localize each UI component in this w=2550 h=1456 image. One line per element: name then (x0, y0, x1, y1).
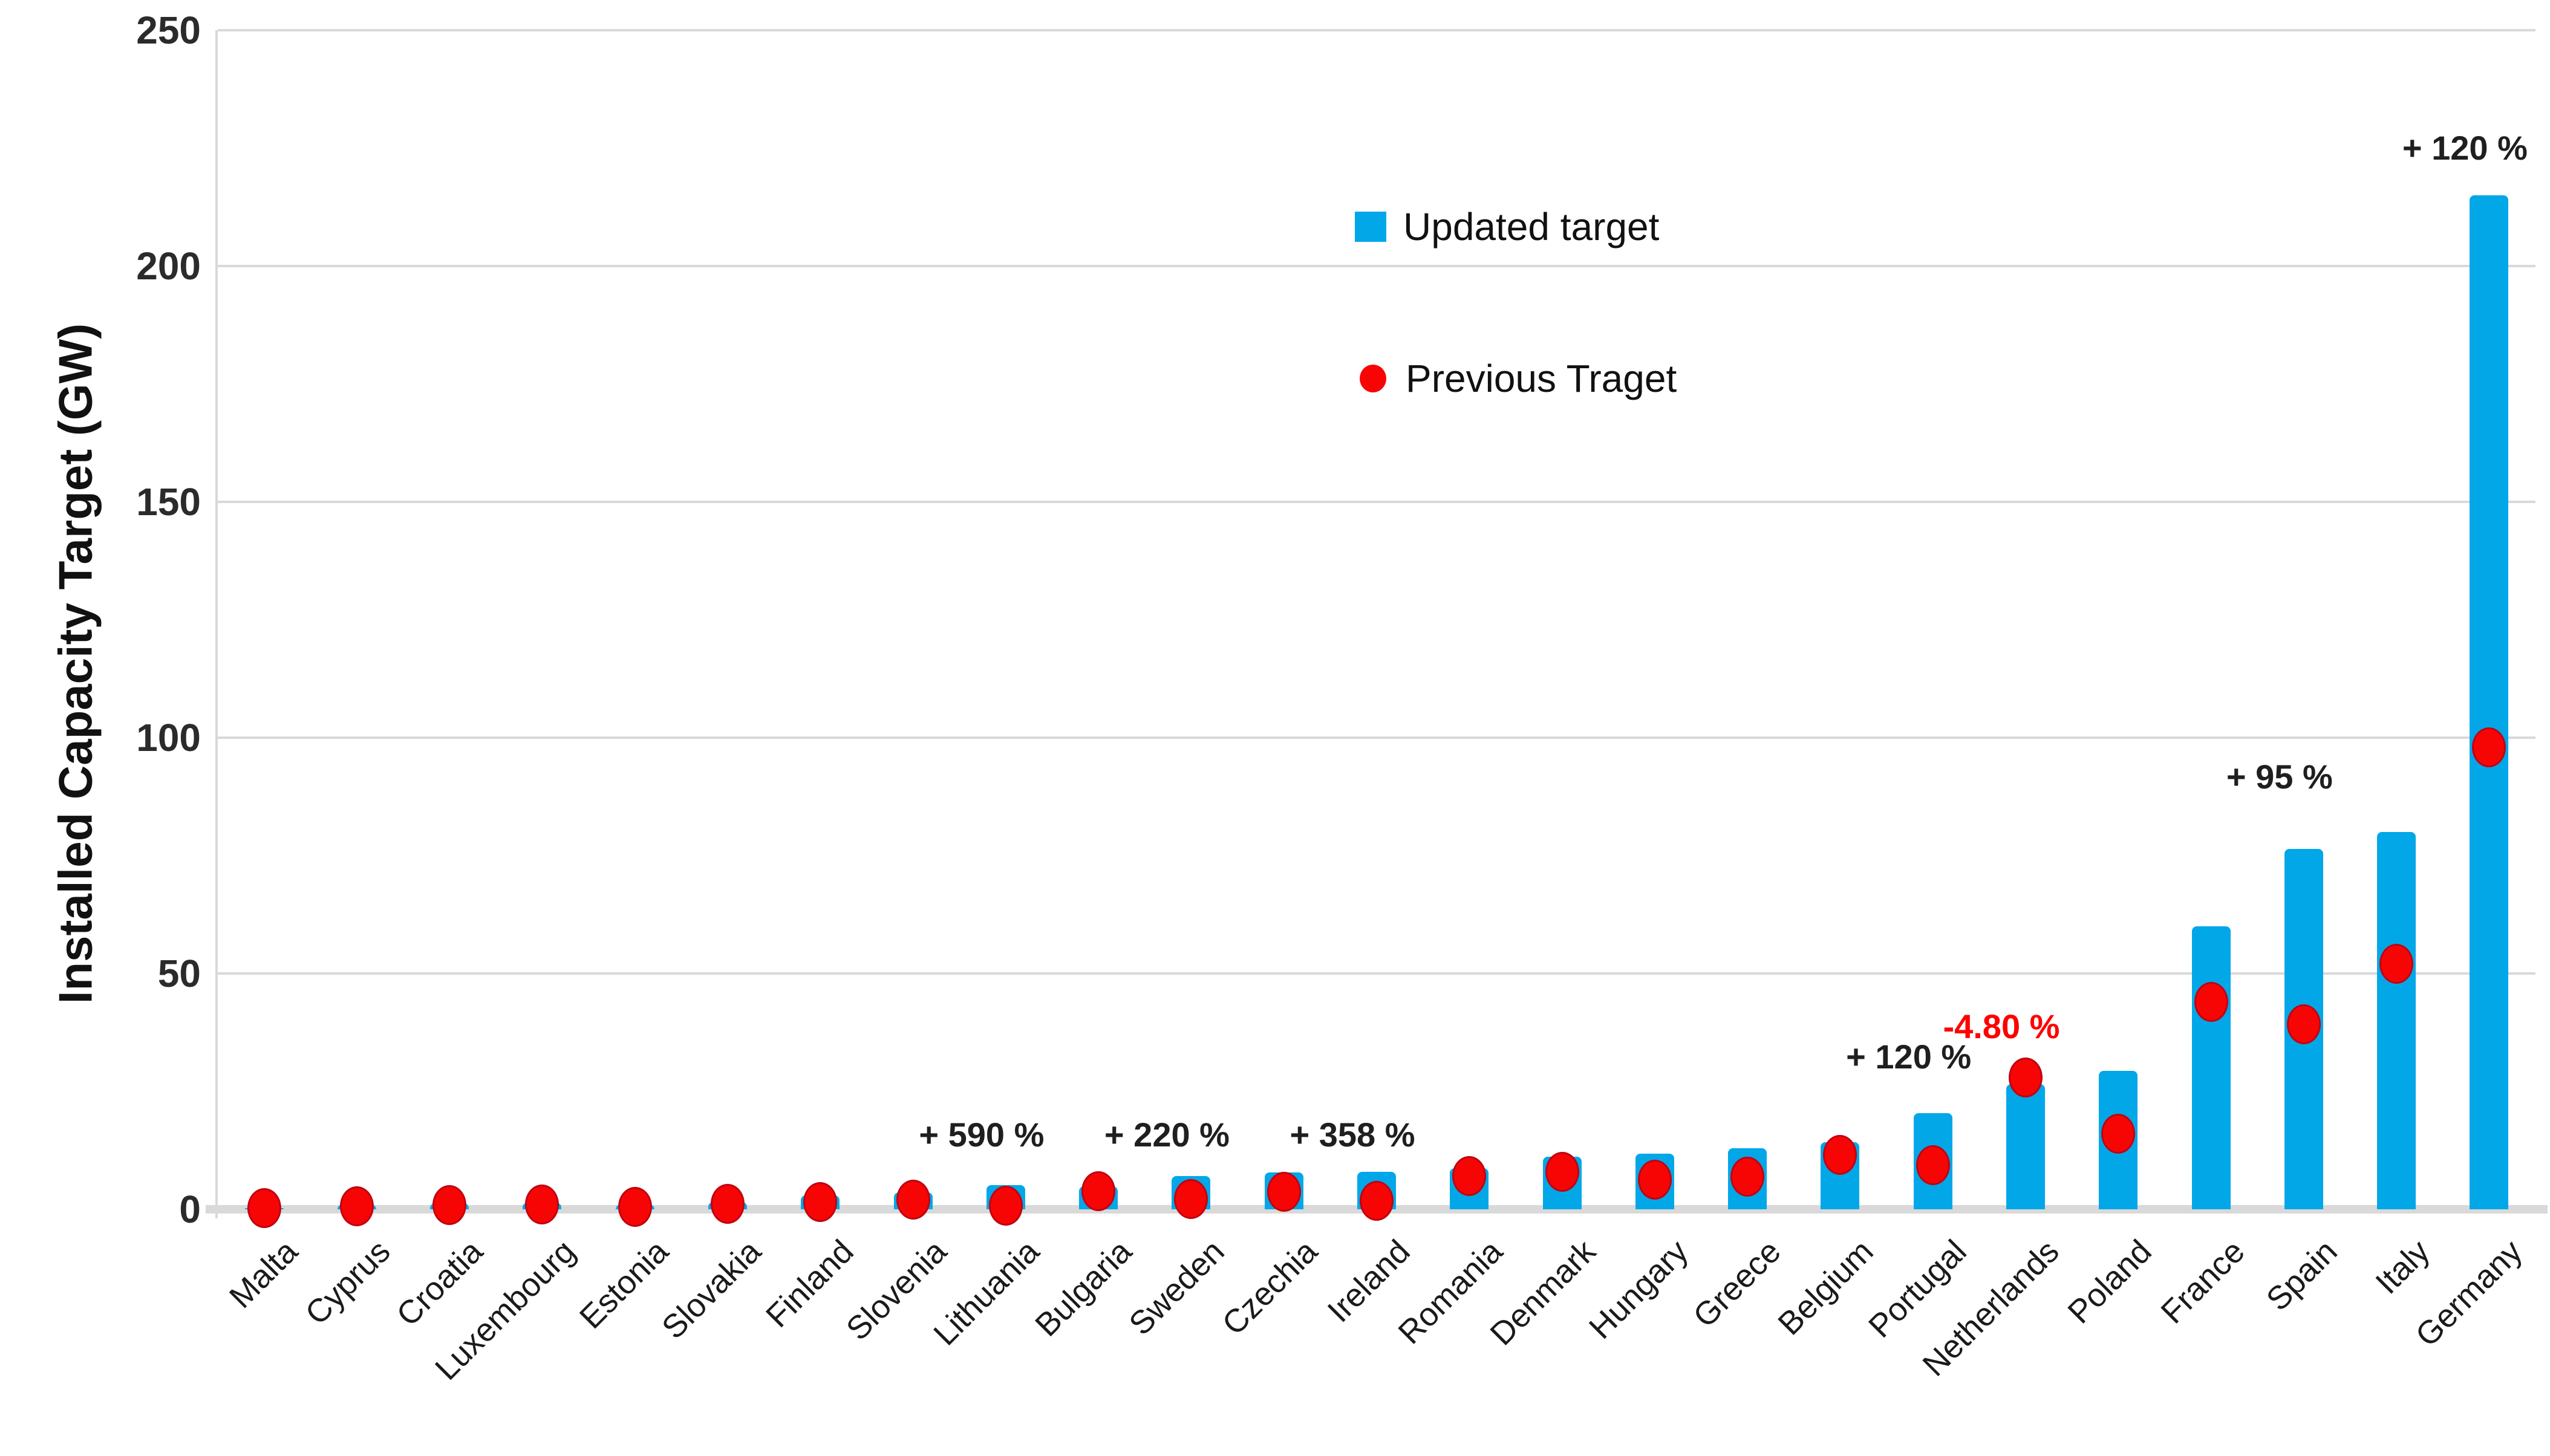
previous-target-dot (1081, 1171, 1116, 1212)
updated-target-bar (2470, 195, 2509, 1209)
previous-target-dot (2101, 1114, 2136, 1154)
legend-label-previous-target: Previous Traget (1406, 357, 1677, 400)
previous-target-dot (1452, 1156, 1487, 1197)
plot-area (206, 29, 2548, 1229)
legend-dot-marker (1360, 365, 1386, 392)
gridline (218, 501, 2535, 503)
y-axis-tick-label: 100 (136, 716, 201, 759)
previous-target-dot (1823, 1134, 1857, 1175)
updated-target-bar (2377, 832, 2416, 1209)
y-axis-tick-label: 150 (136, 480, 201, 524)
y-axis-tick-label: 250 (136, 8, 201, 52)
previous-target-dot (1267, 1172, 1301, 1212)
previous-target-dot (2008, 1058, 2043, 1098)
legend-item-previous-target: Previous Traget (1360, 356, 1677, 401)
legend-item-updated-target: Updated target (1355, 204, 1659, 249)
previous-target-dot (803, 1182, 838, 1223)
previous-target-dot (1360, 1181, 1394, 1221)
previous-target-dot (247, 1188, 281, 1229)
gridline (218, 736, 2535, 739)
previous-target-dot (432, 1185, 467, 1225)
previous-target-dot (618, 1187, 652, 1227)
previous-target-dot (2472, 727, 2506, 767)
y-axis-tick-label: 0 (179, 1188, 201, 1231)
annotation-label: + 220 % (1104, 1115, 1230, 1154)
previous-target-dot (1174, 1178, 1208, 1219)
previous-target-dot (1637, 1159, 1672, 1200)
y-axis-tick-label: 50 (157, 952, 201, 995)
legend-label-updated-target: Updated target (1403, 205, 1660, 249)
annotation-label: + 358 % (1290, 1115, 1415, 1154)
previous-target-dot (339, 1186, 374, 1227)
updated-target-bar (2191, 926, 2231, 1209)
previous-target-dot (1730, 1157, 1765, 1197)
previous-target-dot (711, 1184, 745, 1224)
previous-target-dot (2194, 981, 2228, 1022)
annotation-label: + 120 % (2402, 129, 2528, 167)
y-axis-title: Installed Capacity Target (GW) (48, 323, 102, 1004)
gridline (218, 265, 2535, 267)
y-axis-line (215, 30, 218, 1218)
previous-target-dot (896, 1180, 930, 1220)
previous-target-dot (525, 1185, 559, 1225)
updated-target-bar (2006, 1084, 2045, 1209)
y-axis-tick-label: 200 (136, 244, 201, 288)
legend-square-marker (1355, 212, 1386, 242)
gridline (218, 972, 2535, 975)
annotation-label: + 120 % (1846, 1038, 1972, 1076)
annotation-label: + 95 % (2226, 757, 2333, 796)
annotation-label: + 590 % (919, 1115, 1045, 1154)
previous-target-dot (1916, 1145, 1950, 1186)
previous-target-dot (988, 1186, 1023, 1226)
previous-target-dot (2286, 1004, 2321, 1045)
gridline (218, 29, 2535, 31)
previous-target-dot (2379, 944, 2414, 984)
previous-target-dot (1545, 1151, 1579, 1192)
annotation-label: -4.80 % (1943, 1007, 2060, 1046)
